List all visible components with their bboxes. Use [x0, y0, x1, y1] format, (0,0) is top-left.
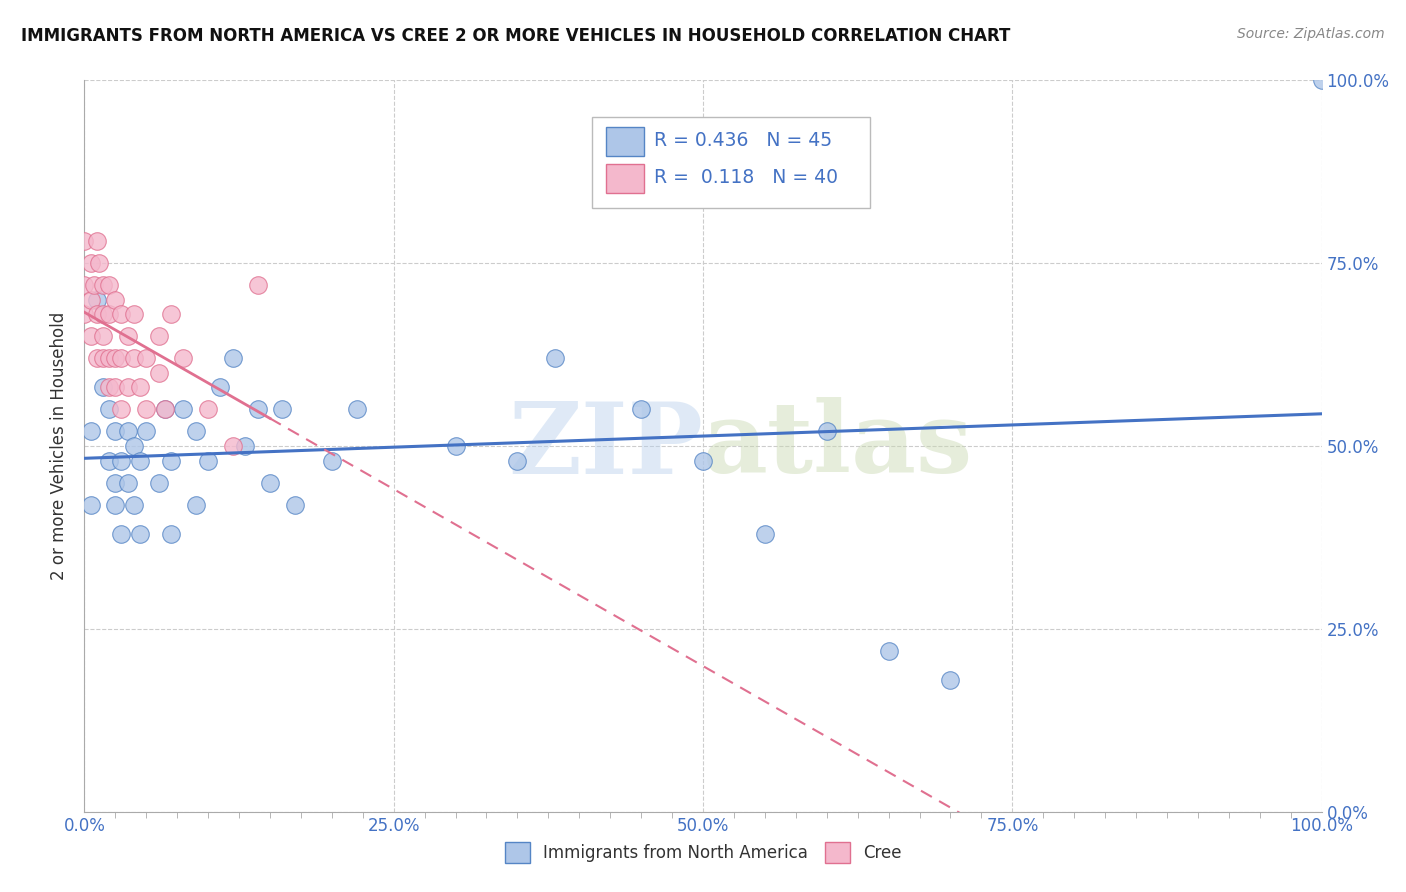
Point	[91, 278, 114, 293]
Point	[91, 307, 114, 321]
Text: IMMIGRANTS FROM NORTH AMERICA VS CREE 2 OR MORE VEHICLES IN HOUSEHOLD CORRELATIO: IMMIGRANTS FROM NORTH AMERICA VS CREE 2 …	[21, 27, 1011, 45]
Point	[153, 402, 176, 417]
Text: R = 0.436   N = 45: R = 0.436 N = 45	[654, 131, 831, 151]
Point	[271, 402, 294, 417]
Point	[877, 644, 900, 658]
Text: ZIP: ZIP	[508, 398, 703, 494]
Point	[506, 453, 529, 467]
Point	[110, 402, 132, 417]
Point	[86, 351, 108, 366]
Point	[79, 498, 101, 512]
Point	[122, 439, 145, 453]
Point	[160, 526, 183, 541]
Point	[98, 278, 121, 293]
Point	[110, 351, 132, 366]
Point	[172, 351, 194, 366]
Point	[86, 293, 108, 307]
Point	[117, 380, 139, 394]
FancyBboxPatch shape	[606, 163, 644, 193]
Point	[444, 439, 467, 453]
Text: atlas: atlas	[703, 398, 973, 494]
Point	[184, 498, 207, 512]
Point	[153, 402, 176, 417]
Point	[73, 307, 96, 321]
Point	[129, 526, 152, 541]
Point	[197, 453, 219, 467]
Point	[110, 307, 132, 321]
Point	[1310, 73, 1333, 87]
Text: Source: ZipAtlas.com: Source: ZipAtlas.com	[1237, 27, 1385, 41]
Point	[197, 402, 219, 417]
Point	[939, 673, 962, 687]
Point	[160, 307, 183, 321]
Point	[233, 439, 256, 453]
Point	[246, 278, 269, 293]
Point	[73, 278, 96, 293]
Point	[86, 307, 108, 321]
Point	[284, 498, 307, 512]
Point	[172, 402, 194, 417]
Point	[79, 425, 101, 439]
Point	[79, 256, 101, 270]
Point	[117, 475, 139, 490]
Point	[222, 351, 245, 366]
Point	[246, 402, 269, 417]
Point	[184, 425, 207, 439]
Point	[346, 402, 368, 417]
Point	[104, 293, 127, 307]
Point	[148, 475, 170, 490]
Point	[135, 402, 157, 417]
Point	[98, 351, 121, 366]
Point	[89, 256, 111, 270]
Point	[122, 498, 145, 512]
Text: R =  0.118   N = 40: R = 0.118 N = 40	[654, 168, 838, 187]
Point	[815, 425, 838, 439]
Point	[630, 402, 652, 417]
Y-axis label: 2 or more Vehicles in Household: 2 or more Vehicles in Household	[51, 312, 69, 580]
Point	[754, 526, 776, 541]
Point	[98, 402, 121, 417]
Point	[692, 453, 714, 467]
Point	[209, 380, 232, 394]
Point	[104, 498, 127, 512]
Legend: Immigrants from North America, Cree: Immigrants from North America, Cree	[498, 836, 908, 869]
Point	[160, 453, 183, 467]
Point	[122, 307, 145, 321]
FancyBboxPatch shape	[606, 127, 644, 156]
Point	[135, 425, 157, 439]
Point	[117, 425, 139, 439]
Point	[98, 453, 121, 467]
Point	[98, 307, 121, 321]
Point	[98, 380, 121, 394]
Point	[73, 234, 96, 248]
Point	[122, 351, 145, 366]
Point	[91, 380, 114, 394]
Point	[79, 293, 101, 307]
Point	[543, 351, 565, 366]
Point	[135, 351, 157, 366]
Point	[104, 351, 127, 366]
Point	[117, 329, 139, 343]
Point	[83, 278, 105, 293]
Point	[104, 425, 127, 439]
Point	[222, 439, 245, 453]
Point	[79, 329, 101, 343]
Point	[259, 475, 281, 490]
Point	[148, 329, 170, 343]
Point	[110, 526, 132, 541]
Point	[129, 453, 152, 467]
Point	[91, 351, 114, 366]
Point	[148, 366, 170, 380]
Point	[104, 475, 127, 490]
Point	[104, 380, 127, 394]
Point	[86, 234, 108, 248]
Point	[91, 329, 114, 343]
Point	[321, 453, 343, 467]
FancyBboxPatch shape	[592, 117, 870, 209]
Point	[129, 380, 152, 394]
Point	[110, 453, 132, 467]
